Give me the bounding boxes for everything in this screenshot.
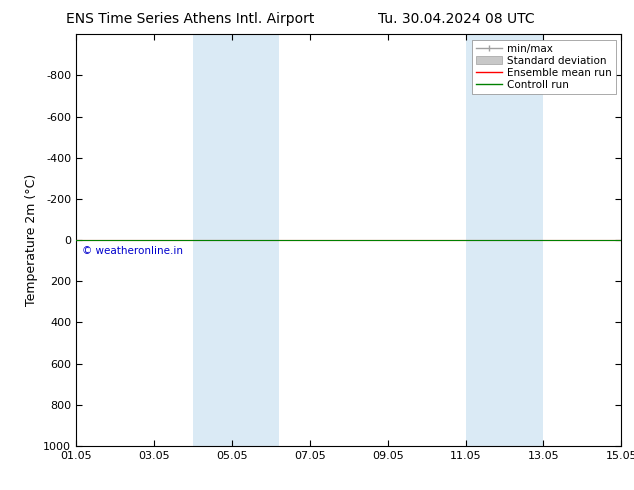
Text: © weatheronline.in: © weatheronline.in [82,246,183,256]
Y-axis label: Temperature 2m (°C): Temperature 2m (°C) [25,174,37,306]
Bar [193,34,278,446]
Legend: min/max, Standard deviation, Ensemble mean run, Controll run: min/max, Standard deviation, Ensemble me… [472,40,616,94]
Text: Tu. 30.04.2024 08 UTC: Tu. 30.04.2024 08 UTC [378,12,535,26]
Bar [465,34,543,446]
Text: ENS Time Series Athens Intl. Airport: ENS Time Series Athens Intl. Airport [66,12,314,26]
